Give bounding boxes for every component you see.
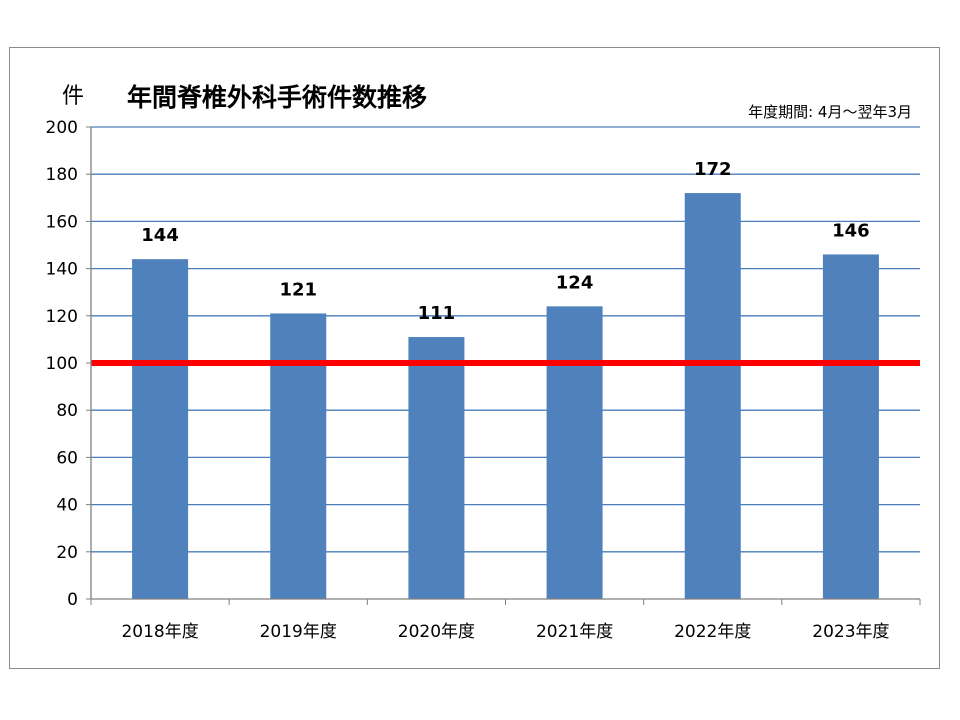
bar-2021年度 — [546, 306, 603, 599]
bar-2018年度 — [132, 259, 189, 599]
bars — [132, 193, 879, 599]
data-label-2020年度: 111 — [418, 303, 456, 324]
gridlines — [91, 126, 920, 553]
x-tick-label-2021年度: 2021年度 — [536, 622, 613, 642]
unit-label: 件 — [62, 84, 84, 109]
y-tick-label-100: 100 — [46, 354, 78, 374]
axes — [86, 126, 921, 605]
labels: 0 20 40 60 80 100 120 140 160 180 200 144 2018年度 121 2… — [46, 118, 890, 642]
y-tick-label-20: 20 — [56, 543, 78, 563]
y-tick-label-80: 80 — [56, 401, 78, 421]
x-tick-label-2023年度: 2023年度 — [812, 622, 889, 642]
data-label-2019年度: 121 — [279, 279, 317, 300]
data-label-2018年度: 144 — [141, 225, 179, 246]
bar-2019年度 — [270, 313, 327, 599]
y-tick-label-200: 200 — [46, 118, 78, 138]
data-label-2022年度: 172 — [694, 159, 732, 180]
data-label-2023年度: 146 — [832, 220, 870, 241]
y-tick-label-60: 60 — [56, 448, 78, 468]
bar-2023年度 — [822, 254, 879, 599]
chart-title: 年間脊椎外科手術件数推移 — [127, 83, 427, 112]
x-tick-label-2020年度: 2020年度 — [398, 622, 475, 642]
y-tick-label-0: 0 — [67, 590, 78, 610]
y-tick-label-180: 180 — [46, 165, 78, 185]
y-tick-label-160: 160 — [46, 212, 78, 232]
y-tick-label-140: 140 — [46, 260, 78, 280]
x-tick-label-2018年度: 2018年度 — [121, 622, 198, 642]
y-tick-label-120: 120 — [46, 307, 78, 327]
x-tick-label-2019年度: 2019年度 — [260, 622, 337, 642]
bar-2020年度 — [408, 337, 465, 599]
data-label-2021年度: 124 — [556, 272, 594, 293]
y-tick-label-40: 40 — [56, 496, 78, 516]
bar-2022年度 — [684, 193, 741, 599]
x-tick-label-2022年度: 2022年度 — [674, 622, 751, 642]
period-note: 年度期間: 4月～翌年3月 — [748, 103, 912, 121]
